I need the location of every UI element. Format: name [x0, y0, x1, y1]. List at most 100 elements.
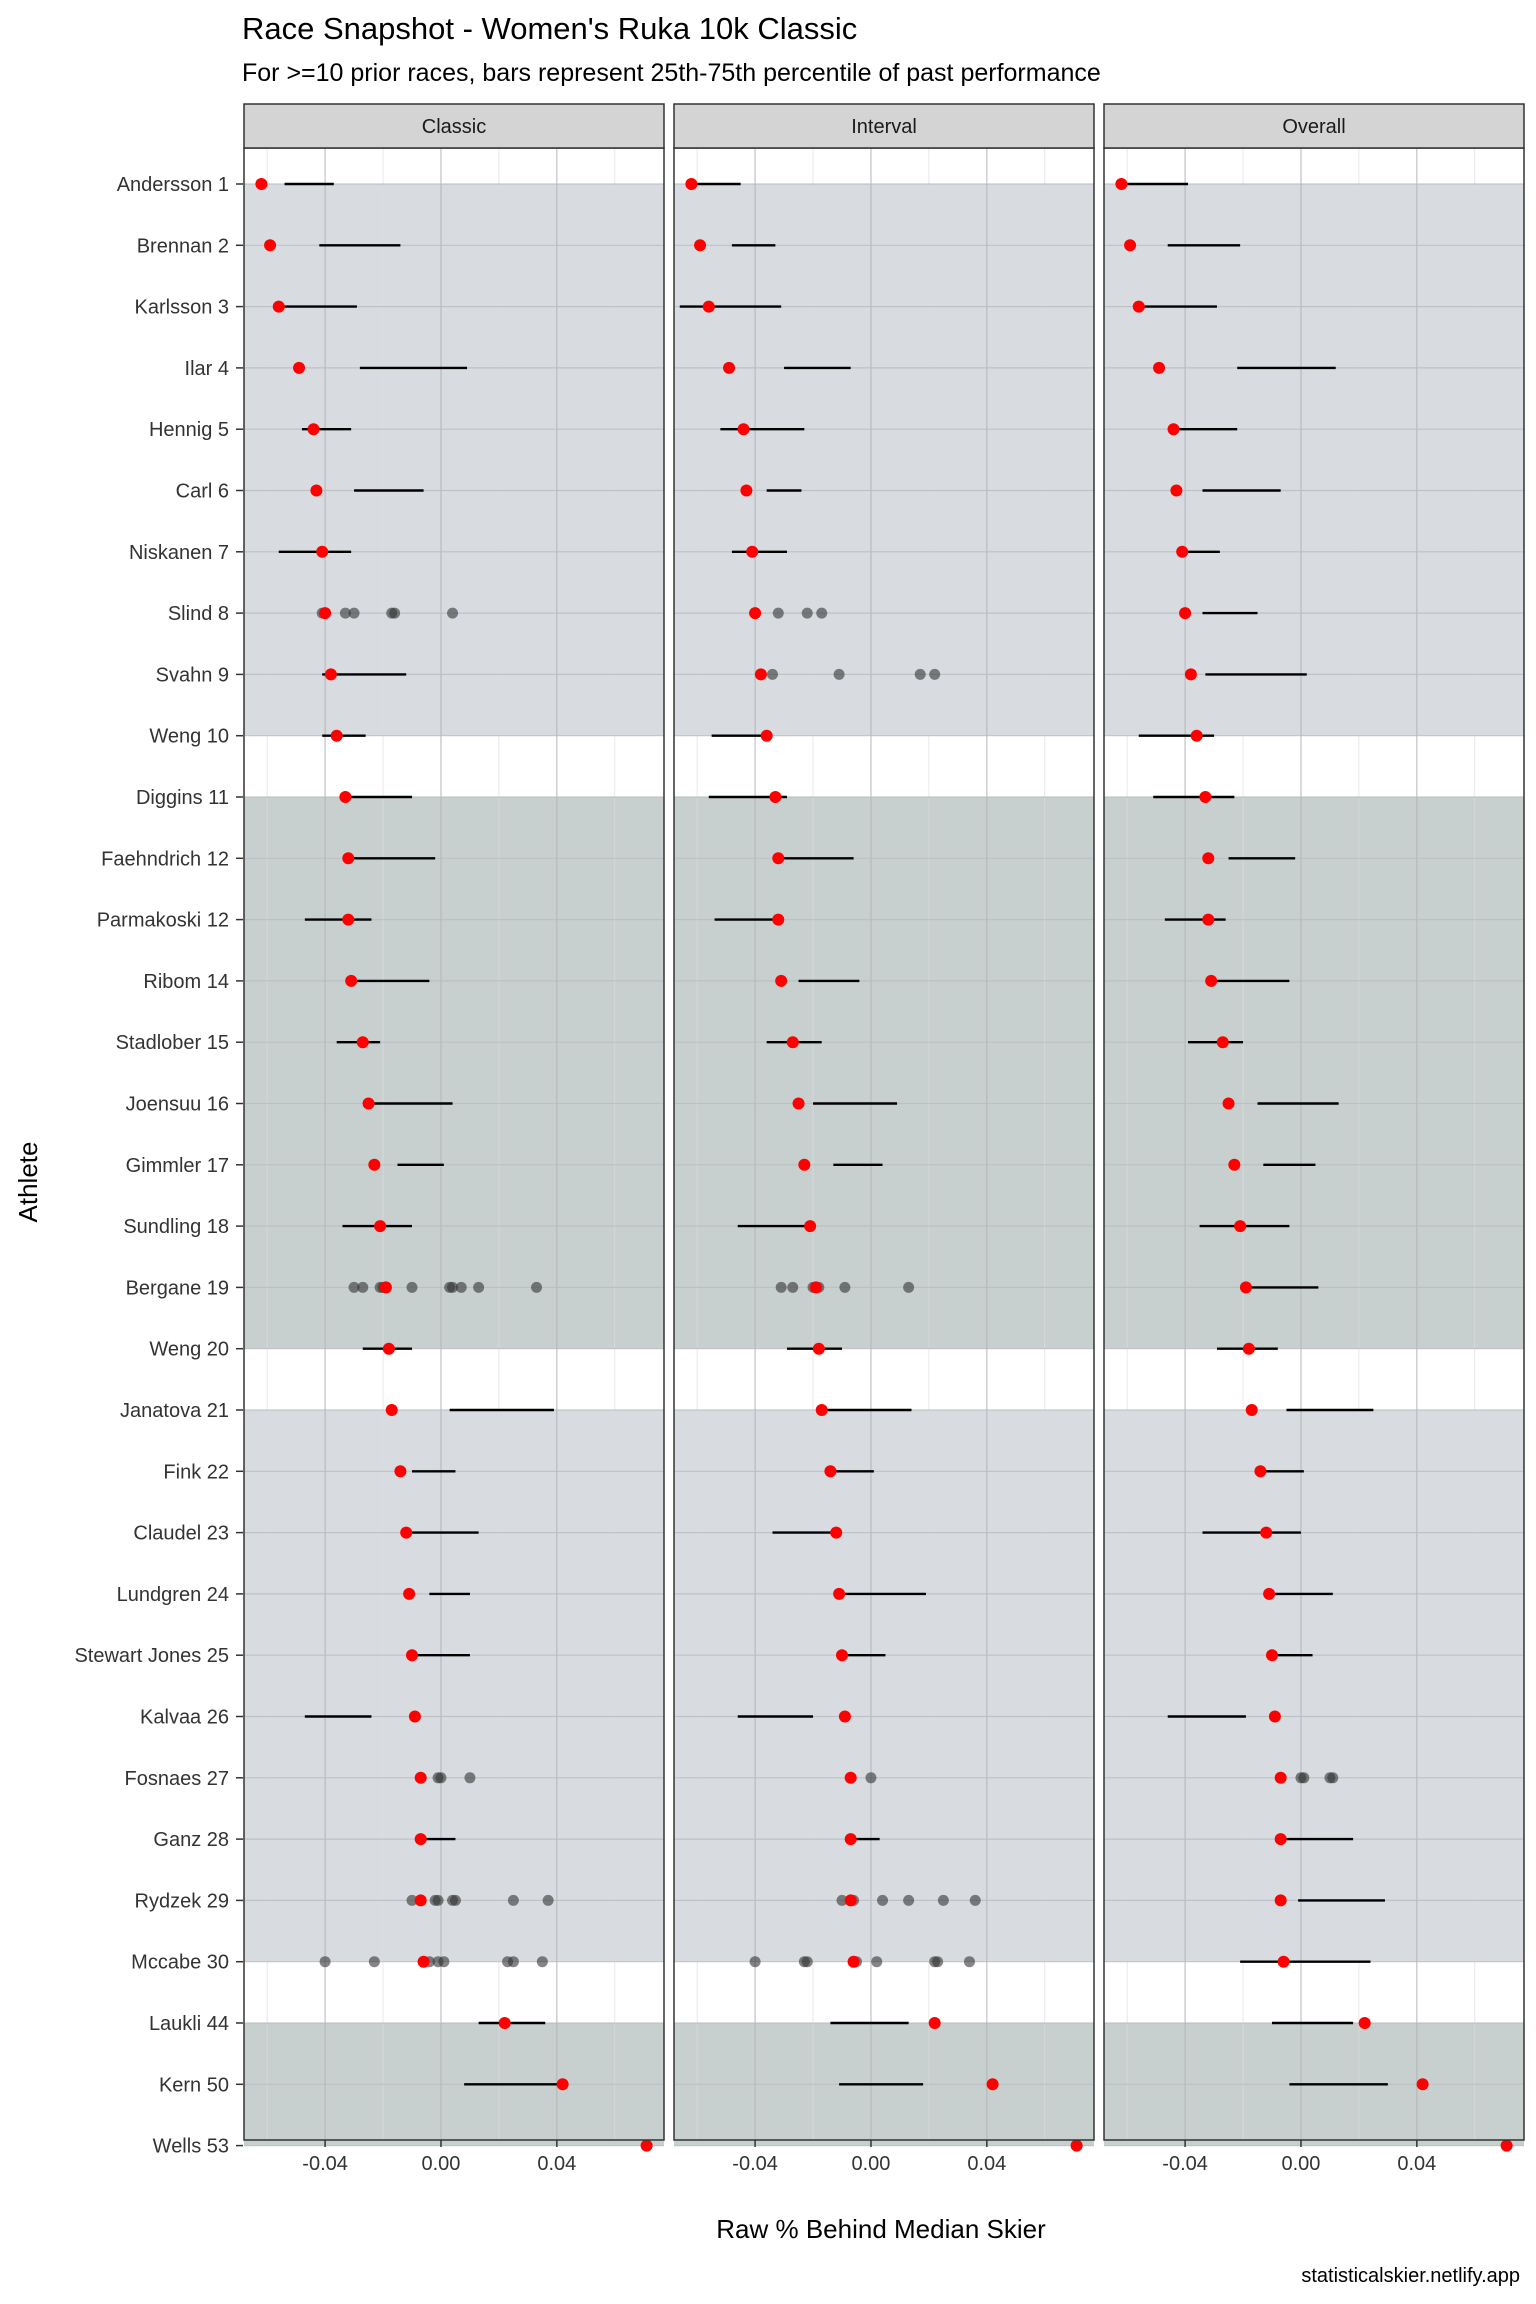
current-race-point: [264, 239, 277, 252]
athlete-label: Janatova 21: [120, 1400, 229, 1422]
athlete-label: Ribom 14: [143, 971, 229, 993]
past-race-point: [836, 1894, 848, 1906]
current-race-point: [986, 2078, 999, 2091]
past-race-point: [507, 1894, 519, 1906]
current-race-point: [400, 1526, 413, 1539]
past-race-point: [406, 1894, 418, 1906]
current-race-point: [255, 178, 268, 190]
current-race-point: [272, 300, 285, 313]
past-race-point: [473, 1281, 485, 1293]
athlete-label: Fink 22: [163, 1461, 229, 1483]
current-race-point: [1202, 913, 1215, 926]
current-race-point: [339, 791, 352, 803]
past-race-point: [877, 1894, 889, 1906]
past-race-point: [348, 607, 360, 619]
athlete-label: Lundgren 24: [117, 1584, 229, 1606]
current-race-point: [1260, 1526, 1273, 1539]
panel-classic: Classic -0.04 0.00 0.04: [243, 103, 665, 2175]
current-race-point: [403, 1587, 416, 1600]
facet-panels: Classic -0.04 0.00 0.04 Interval -0.04 0.00 0.0…: [243, 103, 1525, 2175]
current-race-point: [408, 1710, 421, 1723]
current-race-point: [1500, 2139, 1513, 2152]
current-race-point: [836, 1649, 848, 1662]
past-race-point: [1298, 1772, 1310, 1784]
current-race-point: [342, 852, 355, 865]
current-race-point: [1124, 239, 1137, 252]
current-race-point: [1176, 545, 1189, 558]
x-tick-label: -0.04: [302, 2153, 348, 2175]
current-race-point: [1216, 1036, 1229, 1049]
athlete-label: Brennan 2: [137, 235, 229, 257]
current-race-point: [838, 1710, 851, 1723]
athlete-axis-labels: Andersson 1 Brennan 2 Karlsson 3 Ilar 4 Henn…: [74, 174, 243, 2158]
current-race-point: [1190, 729, 1203, 742]
athlete-label: Claudel 23: [133, 1523, 229, 1545]
past-race-point: [816, 607, 828, 619]
current-race-point: [414, 1833, 427, 1846]
past-race-point: [368, 1956, 380, 1968]
strip-header: [673, 103, 1095, 149]
current-race-point: [844, 1833, 857, 1846]
current-race-point: [1234, 1220, 1247, 1233]
current-race-point: [746, 545, 759, 558]
current-race-point: [307, 423, 320, 436]
current-race-point: [319, 607, 332, 620]
current-race-point: [812, 1342, 825, 1355]
past-race-point: [929, 668, 941, 680]
current-race-point: [1254, 1465, 1267, 1478]
athlete-label: Weng 20: [149, 1339, 229, 1361]
current-race-point: [374, 1220, 387, 1233]
past-race-point: [348, 1281, 360, 1293]
current-race-point: [362, 1097, 375, 1110]
current-race-point: [1222, 1097, 1235, 1110]
current-race-point: [1245, 1404, 1258, 1416]
current-race-point: [1242, 1342, 1255, 1355]
current-race-point: [844, 1894, 857, 1907]
group-band: [244, 184, 664, 736]
current-race-point: [1170, 484, 1183, 497]
current-race-point: [702, 300, 715, 313]
athlete-label: Svahn 9: [156, 664, 229, 686]
current-race-point: [406, 1649, 418, 1662]
strip-header: [1103, 103, 1525, 149]
current-race-point: [1153, 361, 1166, 374]
athlete-label: Kalvaa 26: [140, 1707, 229, 1729]
past-race-point: [937, 1894, 949, 1906]
chart-title: Race Snapshot - Women's Ruka 10k Classic: [242, 11, 857, 46]
group-band: [244, 1410, 664, 1962]
past-race-point: [775, 1281, 787, 1293]
past-race-point: [969, 1894, 981, 1906]
athlete-label: Parmakoski 12: [97, 910, 229, 932]
current-race-point: [1228, 1158, 1241, 1171]
athlete-label: Stewart Jones 25: [74, 1645, 229, 1667]
strip-label: Interval: [851, 116, 917, 138]
athlete-label: Hennig 5: [149, 419, 229, 441]
past-race-point: [749, 1956, 761, 1968]
panel-interval: Interval -0.04 0.00 0.04: [673, 103, 1095, 2175]
past-race-point: [447, 1281, 459, 1293]
current-race-point: [1274, 1894, 1287, 1907]
current-race-point: [1179, 607, 1192, 620]
current-race-point: [737, 423, 750, 436]
athlete-label: Wells 53: [153, 2136, 229, 2158]
strip-label: Overall: [1282, 116, 1345, 138]
past-race-point: [833, 668, 845, 680]
past-race-point: [871, 1956, 883, 1968]
past-race-point: [435, 1772, 447, 1784]
past-race-point: [801, 607, 813, 619]
current-race-point: [1263, 1587, 1276, 1600]
past-race-point: [787, 1281, 799, 1293]
current-race-point: [394, 1465, 407, 1478]
group-band: [1104, 797, 1524, 1349]
x-tick-label: 0.00: [421, 2153, 460, 2175]
current-race-point: [368, 1158, 381, 1171]
past-race-point: [766, 668, 778, 680]
current-race-point: [1205, 974, 1218, 987]
current-race-point: [749, 607, 762, 620]
panel-overall: Overall -0.04 0.00 0.04: [1103, 103, 1525, 2175]
x-axis-title: Raw % Behind Median Skier: [716, 2214, 1046, 2244]
current-race-point: [694, 239, 707, 252]
past-race-point: [389, 607, 401, 619]
past-race-point: [772, 607, 784, 619]
current-race-point: [316, 545, 329, 558]
